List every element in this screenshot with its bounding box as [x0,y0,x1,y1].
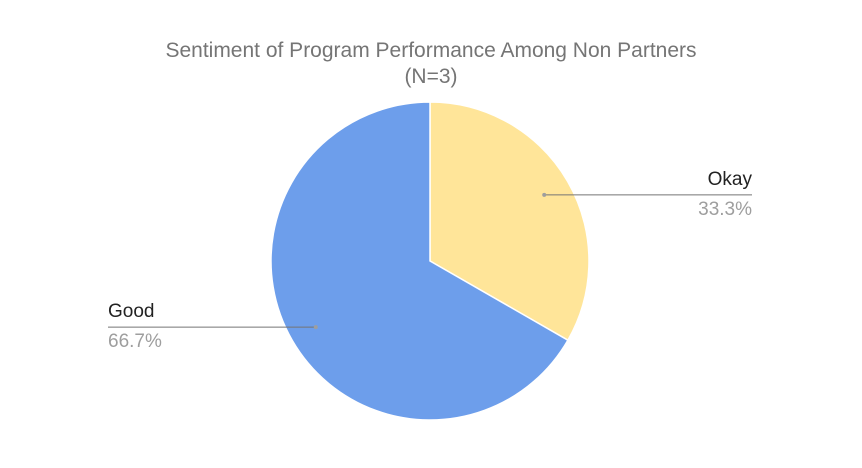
slice-label-good: Good [108,301,154,322]
pie-slice-okay [429,101,590,342]
slice-label-okay: Okay [708,169,753,190]
chart-title-line-1: Sentiment of Program Performance Among N… [165,39,696,62]
pie-slice-good [270,101,569,421]
pie-labels: Okay 33.3% Good 66.7% [108,169,752,352]
leader-dot-okay [542,192,547,197]
leader-dot-good [313,325,318,330]
slice-percent-good: 66.7% [108,331,162,352]
slice-percent-okay: 33.3% [698,199,752,220]
pie-slices [270,101,590,421]
chart-title-line-2: (N=3) [404,65,457,88]
